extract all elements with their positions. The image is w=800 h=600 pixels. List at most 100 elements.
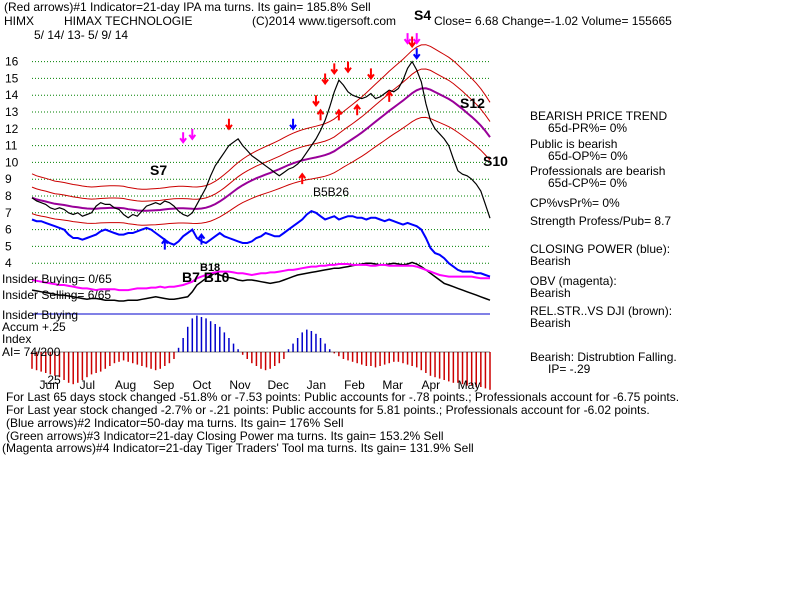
- y-tick-15: 15: [5, 71, 19, 85]
- y-tick-9: 9: [5, 172, 12, 186]
- obv-line: [31, 263, 490, 292]
- accum-label: Accum +.25: [2, 320, 66, 334]
- footer-line-2: For Last year stock changed -2.7% or -.2…: [6, 403, 650, 417]
- x-tick-nov: Nov: [229, 378, 250, 392]
- trend-label: BEARISH PRICE TREND: [530, 109, 668, 123]
- upper-inner-band: [31, 68, 491, 202]
- cp-vs-pr: CP%vsPr%= 0%: [530, 196, 620, 210]
- obv-status: Bearish: [530, 286, 571, 300]
- red-sell-arrow: [225, 118, 233, 131]
- insider-buying-label-2: Insider Buying: [2, 308, 79, 322]
- x-tick-may: May: [458, 378, 481, 392]
- red-buy-arrow: [385, 90, 394, 102]
- red-sell-arrow: [344, 61, 352, 74]
- distribution-label: Bearish: Distrubtion Falling.: [530, 350, 677, 364]
- y-tick-16: 16: [5, 55, 19, 69]
- index-label: Index: [2, 332, 32, 346]
- accum-minus-label: -.25: [40, 373, 61, 387]
- signal-s4: S4: [414, 7, 432, 23]
- red-sell-arrow: [408, 36, 416, 49]
- x-tick-feb: Feb: [344, 378, 365, 392]
- red-sell-arrow: [330, 63, 339, 76]
- rel-str-label: REL.STR..VS DJI (brown):: [530, 304, 673, 318]
- insider-selling-label: Insider Selling= 6/65: [2, 288, 112, 302]
- obv-label: OBV (magenta):: [530, 274, 617, 288]
- signal-b18: B18: [200, 262, 221, 274]
- closing-power-status: Bearish: [530, 254, 571, 268]
- accum-index-bars: [31, 315, 491, 390]
- professionals-label: Professionals are bearish: [530, 164, 666, 178]
- red-buy-arrow: [298, 172, 307, 185]
- company-name: HIMAX TECHNOLOGIE: [64, 14, 193, 28]
- footer-line-3: (Blue arrows)#2 Indicator=50-day ma turn…: [6, 416, 344, 430]
- indicator-line-1: (Red arrows)#1 Indicator=21-day IPA ma t…: [4, 0, 371, 14]
- signal-s7: S7: [150, 162, 168, 178]
- date-range: 5/ 14/ 13- 5/ 9/ 14: [34, 28, 129, 42]
- price-line: [31, 60, 491, 219]
- y-tick-6: 6: [5, 223, 12, 237]
- magenta-sell-arrow: [179, 132, 187, 144]
- x-tick-apr: Apr: [421, 378, 440, 392]
- y-tick-13: 13: [5, 105, 19, 119]
- public-label: Public is bearish: [530, 137, 618, 151]
- x-tick-sep: Sep: [153, 378, 175, 392]
- ticker-label: HIMX: [4, 14, 34, 28]
- x-tick-jul: Jul: [80, 378, 95, 392]
- x-tick-oct: Oct: [193, 378, 212, 392]
- y-axis-ticks: 4 5 6 7 8 9 10 11 12 13 14 15 16: [5, 55, 19, 271]
- magenta-sell-arrow: [403, 33, 412, 45]
- y-tick-14: 14: [5, 88, 19, 102]
- magenta-sell-arrow: [412, 33, 421, 45]
- signal-b5b26: B5B26: [313, 185, 350, 199]
- y-tick-12: 12: [5, 122, 19, 136]
- red-sell-arrow: [367, 68, 375, 81]
- x-tick-dec: Dec: [268, 378, 289, 392]
- blue-buy-arrow: [161, 238, 169, 250]
- footer-line-1: For Last 65 days stock changed -51.8% or…: [6, 390, 680, 404]
- y-tick-4: 4: [5, 256, 12, 270]
- lower-band: [31, 116, 491, 226]
- ai-label: AI= 74/200: [2, 345, 61, 359]
- x-axis-ticks: Jun Jul Aug Sep Oct Nov Dec Jan Feb Mar Apr May: [39, 378, 480, 392]
- blue-sell-arrow: [412, 48, 421, 60]
- blue-buy-arrow: [197, 232, 206, 245]
- copyright-source: (C)2014 www.tigersoft.com: [252, 14, 397, 28]
- pr-pct: 65d-PR%= 0%: [548, 121, 628, 135]
- blue-sell-arrow: [289, 118, 297, 131]
- chart-series: [31, 60, 491, 302]
- y-tick-8: 8: [5, 189, 12, 203]
- signal-s12: S12: [460, 95, 485, 111]
- footer-line-5: (Magenta arrows)#4 Indicator=21-day Tige…: [2, 441, 474, 455]
- upper-band: [31, 44, 491, 190]
- red-sell-arrow: [312, 95, 320, 107]
- moving-average-line: [31, 87, 491, 212]
- x-tick-aug: Aug: [115, 378, 136, 392]
- strength-ratio: Strength Profess/Pub= 8.7: [530, 214, 672, 228]
- x-tick-jun: Jun: [39, 378, 58, 392]
- y-tick-11: 11: [5, 139, 18, 153]
- magenta-sell-arrow: [188, 128, 197, 141]
- y-tick-5: 5: [5, 239, 12, 253]
- quote-line: Close= 6.68 Change=-1.02 Volume= 155665: [434, 14, 672, 28]
- rel-str-status: Bearish: [530, 316, 571, 330]
- ip-value: IP= -.29: [548, 362, 591, 376]
- signal-arrows: [161, 33, 421, 250]
- y-tick-10: 10: [5, 155, 19, 169]
- cp-pct: 65d-CP%= 0%: [548, 176, 628, 190]
- rel-str-line: [31, 261, 491, 302]
- y-tick-7: 7: [5, 206, 12, 220]
- price-bands: [31, 44, 491, 226]
- red-sell-arrow: [321, 73, 329, 86]
- closing-power-line: [31, 209, 491, 278]
- red-buy-arrow: [353, 103, 361, 116]
- footer-line-4: (Green arrows)#3 Indicator=21-day Closin…: [6, 429, 444, 443]
- closing-power-label: CLOSING POWER (blue):: [530, 242, 671, 256]
- op-pct: 65d-OP%= 0%: [548, 149, 628, 163]
- signal-s10: S10: [483, 153, 508, 169]
- x-tick-jan: Jan: [307, 378, 326, 392]
- insider-buying-label: Insider Buying= 0/65: [2, 272, 112, 286]
- x-tick-mar: Mar: [382, 378, 403, 392]
- red-buy-arrow: [335, 108, 343, 121]
- red-buy-arrow: [316, 108, 325, 121]
